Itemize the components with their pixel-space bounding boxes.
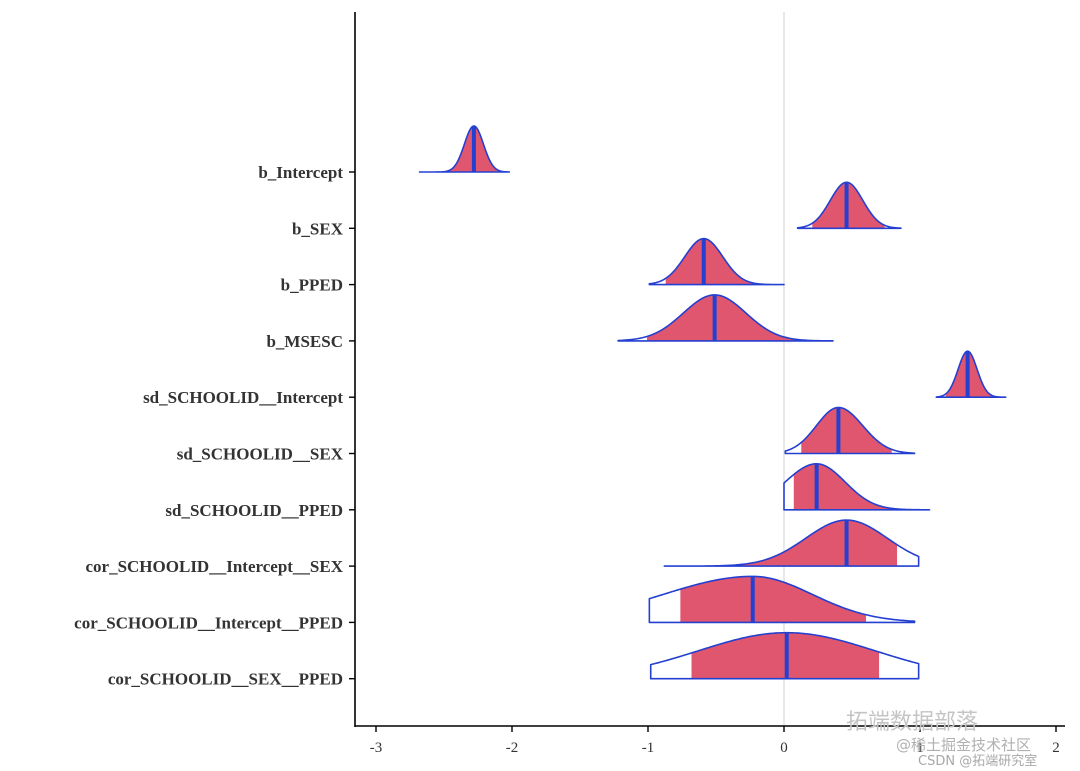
ridge-density-outline: [418, 125, 511, 173]
y-tick-label: cor_SCHOOLID__Intercept__SEX: [85, 557, 343, 576]
y-tick-label: b_SEX: [292, 219, 344, 238]
ridge-interval-fill: [718, 520, 898, 567]
ridge-density-outline: [648, 237, 785, 286]
ridge-interval-fill: [680, 576, 867, 623]
ridge-density-outline: [663, 519, 920, 567]
ridge-interval-fill: [945, 351, 995, 398]
ridge-interval-fill: [801, 407, 892, 454]
x-tick-label: 2: [1052, 740, 1060, 756]
y-tick-label: cor_SCHOOLID__Intercept__PPED: [74, 613, 343, 632]
watermark-csdn: CSDN @拓端研究室: [918, 754, 1038, 769]
ridge-interval-fill: [435, 126, 499, 172]
ridge-density-outline: [784, 406, 916, 455]
x-tick-label: 0: [780, 740, 788, 756]
ridge-density-outline: [796, 181, 902, 230]
ridge-interval-fill: [665, 238, 760, 285]
x-tick-label: -2: [506, 740, 519, 756]
y-tick-label: sd_SCHOOLID__PPED: [165, 501, 343, 520]
y-tick-label: b_Intercept: [258, 163, 343, 182]
ridge-interval-fill: [793, 463, 896, 510]
ridge-density-outline: [648, 575, 916, 624]
x-tick-label: 1: [916, 740, 924, 756]
watermark-brand: 拓端数据部落: [846, 710, 979, 735]
x-tick-label: -1: [642, 740, 655, 756]
x-tick-label: -3: [370, 740, 383, 756]
ridge-density-outline: [783, 463, 931, 511]
ridge-density-outline: [935, 350, 1007, 398]
watermark-juejin: @稀土掘金技术社区: [896, 736, 1032, 754]
ridge-density-outline: [617, 294, 834, 342]
y-tick-label: sd_SCHOOLID__Intercept: [143, 388, 343, 407]
y-tick-label: b_PPED: [281, 276, 343, 295]
y-tick-label: b_MSESC: [266, 332, 343, 351]
y-tick-label: sd_SCHOOLID__SEX: [177, 445, 344, 464]
ridge-interval-fill: [647, 294, 798, 341]
y-tick-label: cor_SCHOOLID__SEX__PPED: [108, 670, 343, 689]
